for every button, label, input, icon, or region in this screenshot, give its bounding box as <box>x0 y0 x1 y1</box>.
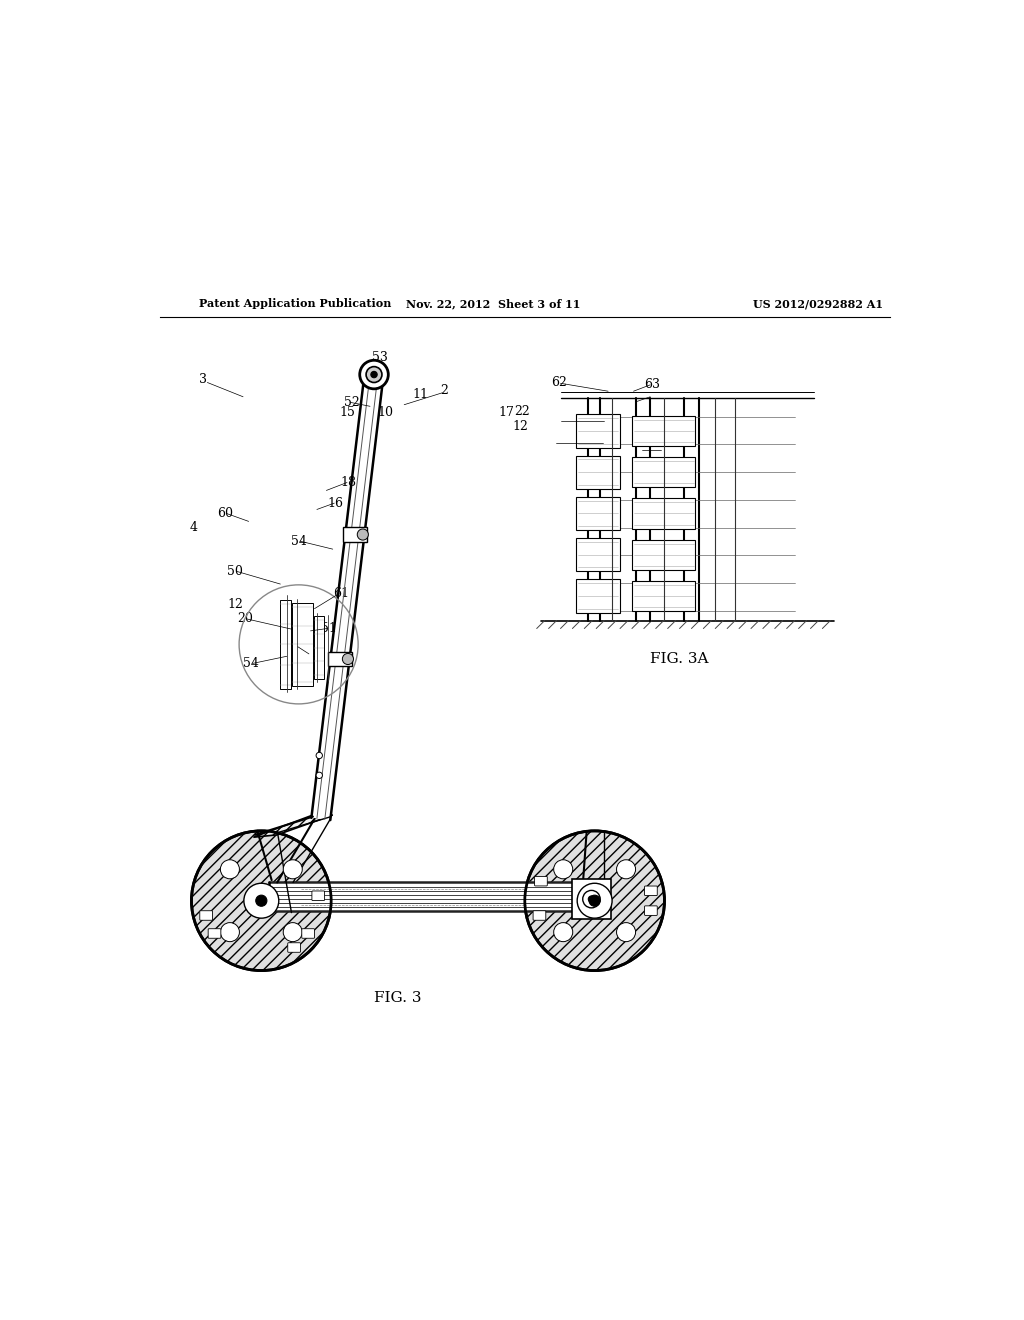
Bar <box>281 599 292 689</box>
Text: 61: 61 <box>654 444 670 457</box>
Circle shape <box>554 859 572 879</box>
Circle shape <box>316 752 323 759</box>
Text: 41: 41 <box>539 395 555 408</box>
Text: 50: 50 <box>227 565 243 578</box>
Circle shape <box>316 772 323 779</box>
Text: 43: 43 <box>554 399 570 412</box>
Circle shape <box>524 830 665 970</box>
Text: 18: 18 <box>341 477 356 488</box>
Bar <box>577 455 621 488</box>
Bar <box>632 416 695 446</box>
Text: 2: 2 <box>440 384 447 397</box>
Text: 15: 15 <box>339 407 355 420</box>
Circle shape <box>583 891 600 908</box>
FancyBboxPatch shape <box>302 929 314 939</box>
Text: 11: 11 <box>412 388 428 401</box>
Bar <box>532 389 843 635</box>
Polygon shape <box>253 814 333 837</box>
Text: US 2012/0292882 A1: US 2012/0292882 A1 <box>754 298 884 309</box>
Text: 16: 16 <box>328 496 344 510</box>
Text: 37: 37 <box>606 529 622 543</box>
Bar <box>577 414 621 447</box>
Text: Nov. 22, 2012  Sheet 3 of 11: Nov. 22, 2012 Sheet 3 of 11 <box>406 298 581 309</box>
Text: 4: 4 <box>189 521 198 535</box>
Text: Patent Application Publication: Patent Application Publication <box>200 298 392 309</box>
FancyBboxPatch shape <box>535 876 547 886</box>
Circle shape <box>244 883 279 919</box>
Text: 63: 63 <box>644 378 659 391</box>
Circle shape <box>554 923 572 941</box>
Bar <box>632 540 695 570</box>
Text: 20: 20 <box>238 612 253 626</box>
Circle shape <box>359 360 388 389</box>
Text: 64: 64 <box>644 391 659 404</box>
Circle shape <box>616 923 636 941</box>
Text: 53: 53 <box>373 351 388 363</box>
Bar <box>269 883 582 911</box>
Circle shape <box>342 653 353 664</box>
Text: 12: 12 <box>512 420 528 433</box>
Text: 60: 60 <box>217 507 232 520</box>
Text: 42: 42 <box>534 412 550 425</box>
FancyBboxPatch shape <box>288 942 300 952</box>
Circle shape <box>284 859 302 879</box>
FancyBboxPatch shape <box>208 929 221 939</box>
Bar <box>577 579 621 612</box>
Bar <box>577 539 621 572</box>
Text: 54: 54 <box>291 535 306 548</box>
Bar <box>632 499 695 528</box>
Circle shape <box>256 895 267 907</box>
Text: 3: 3 <box>199 372 207 385</box>
Circle shape <box>367 367 382 383</box>
Circle shape <box>589 895 600 907</box>
Circle shape <box>220 923 240 941</box>
Circle shape <box>578 883 612 919</box>
Text: FIG. 3A: FIG. 3A <box>650 652 709 665</box>
Text: 61: 61 <box>333 587 349 601</box>
Text: 22: 22 <box>514 404 529 417</box>
FancyBboxPatch shape <box>644 886 657 895</box>
Text: 65: 65 <box>546 437 562 449</box>
Circle shape <box>588 896 595 903</box>
Bar <box>572 879 610 919</box>
Text: 12: 12 <box>227 598 243 611</box>
Circle shape <box>191 830 331 970</box>
Bar <box>632 581 695 611</box>
Circle shape <box>284 923 302 941</box>
Circle shape <box>616 859 636 879</box>
Text: FIG. 3: FIG. 3 <box>374 991 422 1006</box>
Bar <box>343 528 367 541</box>
Text: 5: 5 <box>570 486 579 499</box>
FancyBboxPatch shape <box>312 891 325 900</box>
FancyBboxPatch shape <box>200 911 213 920</box>
Text: 10: 10 <box>377 407 393 420</box>
Circle shape <box>357 529 369 540</box>
Text: 62: 62 <box>302 647 318 660</box>
Text: 52: 52 <box>344 396 359 409</box>
Bar <box>577 496 621 531</box>
Text: 54: 54 <box>243 657 259 671</box>
Circle shape <box>220 859 240 879</box>
FancyBboxPatch shape <box>534 911 546 920</box>
Circle shape <box>371 371 377 378</box>
Bar <box>632 457 695 487</box>
Text: 17: 17 <box>499 407 514 420</box>
Text: 62: 62 <box>551 376 567 389</box>
Bar <box>314 616 324 680</box>
Text: 51: 51 <box>321 622 337 635</box>
Bar <box>292 603 313 685</box>
Polygon shape <box>311 374 383 820</box>
FancyBboxPatch shape <box>644 906 657 915</box>
Text: 51: 51 <box>551 414 567 428</box>
Bar <box>328 652 352 667</box>
Text: 36: 36 <box>555 414 571 428</box>
